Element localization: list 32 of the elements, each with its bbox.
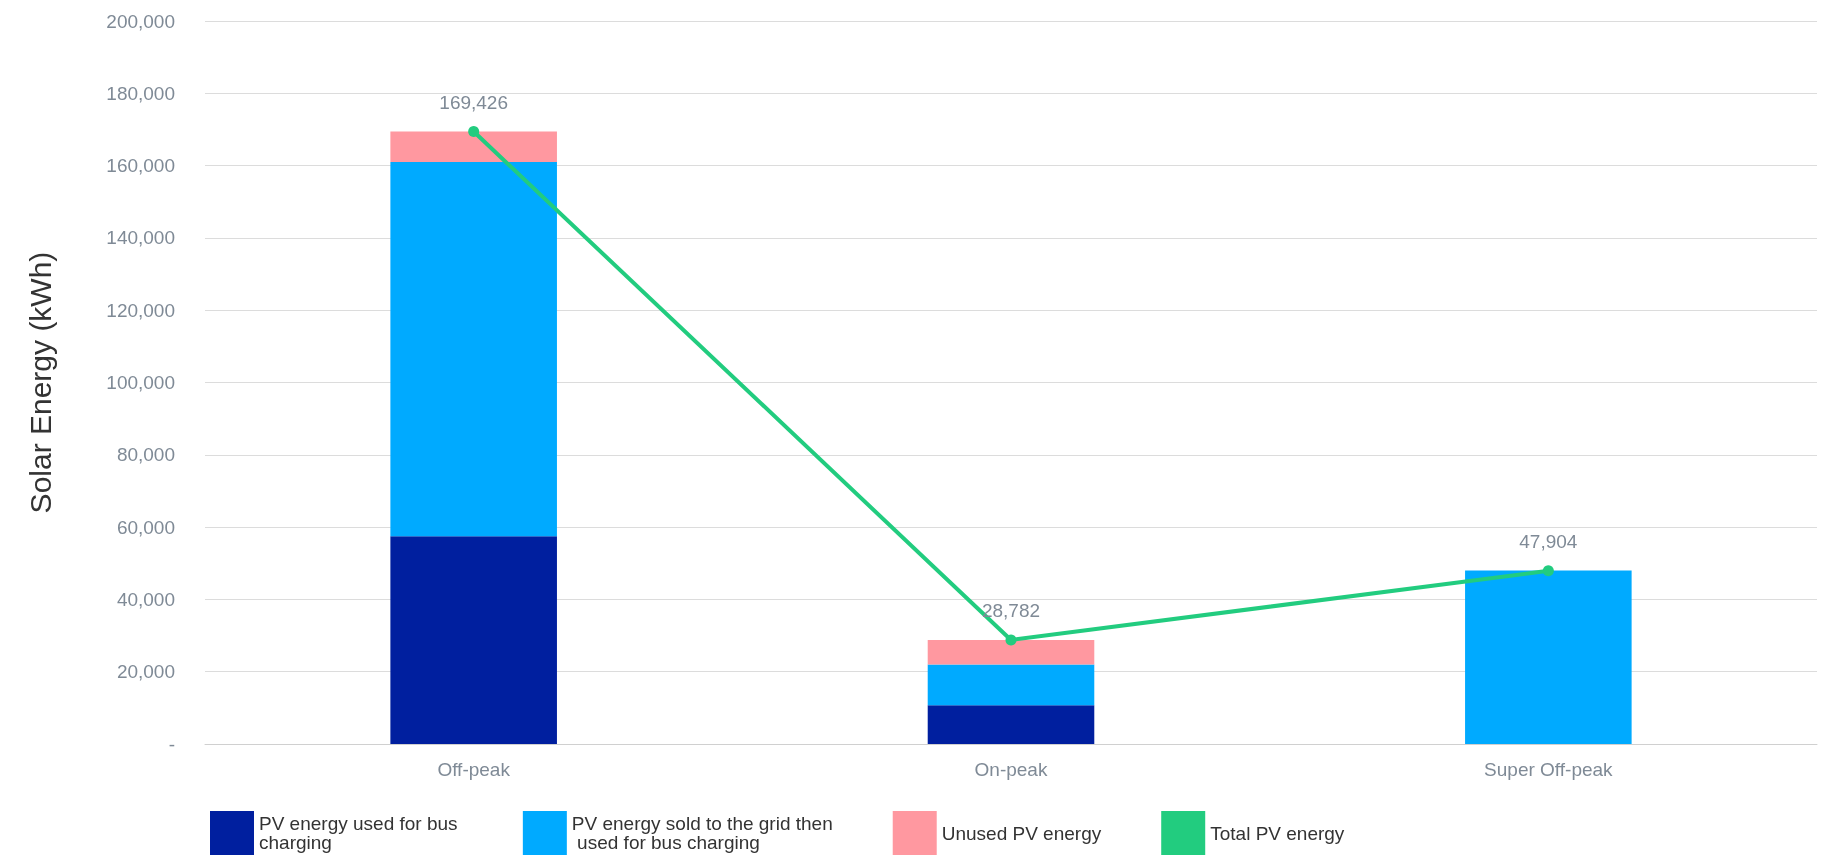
y-tick-label: 20,000 bbox=[116, 661, 175, 683]
data-label: 169,426 bbox=[439, 92, 509, 114]
y-axis-title: Solar Energy (kWh) bbox=[23, 251, 57, 514]
legend-label: PV energy used for bus charging bbox=[259, 813, 463, 853]
x-tick-label: Off-peak bbox=[437, 759, 511, 780]
x-tick-label: On-peak bbox=[974, 759, 1048, 780]
y-tick-label: 80,000 bbox=[116, 444, 175, 466]
point bbox=[1542, 565, 1554, 577]
y-tick-label: - bbox=[168, 733, 175, 755]
y-tick-label: 200,000 bbox=[106, 10, 175, 32]
y-tick-label: 40,000 bbox=[116, 588, 175, 610]
bar bbox=[927, 705, 1095, 744]
legend-label: Unused PV energy bbox=[941, 822, 1102, 844]
bar bbox=[390, 161, 557, 537]
bar bbox=[390, 131, 557, 162]
x-tick-label: Super Off-peak bbox=[1484, 759, 1614, 780]
y-tick-label: 100,000 bbox=[106, 372, 175, 393]
y-tick-label: 120,000 bbox=[106, 299, 175, 321]
legend-label: Total PV energy bbox=[1210, 822, 1345, 844]
bar bbox=[1465, 570, 1632, 744]
y-tick-label: 180,000 bbox=[106, 82, 175, 104]
point bbox=[1005, 634, 1017, 646]
data-label: 47,904 bbox=[1519, 531, 1578, 553]
bar bbox=[390, 536, 557, 744]
legend-label: PV energy sold to the grid then used for bus charging bbox=[571, 813, 833, 853]
y-tick-label: 160,000 bbox=[106, 155, 175, 177]
bar bbox=[927, 639, 1095, 665]
point bbox=[468, 126, 480, 138]
y-tick-label: 140,000 bbox=[106, 227, 175, 249]
data-label: 28,782 bbox=[981, 600, 1041, 622]
y-tick-label: 60,000 bbox=[116, 516, 175, 538]
bar bbox=[927, 664, 1095, 706]
